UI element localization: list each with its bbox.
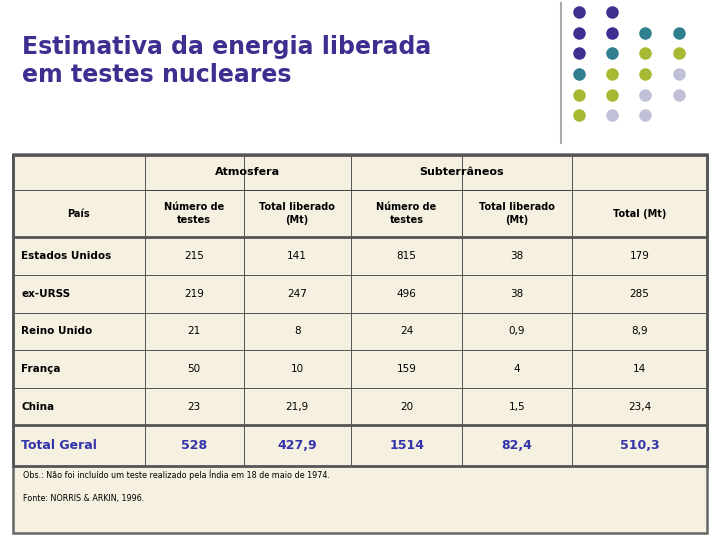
- Text: Número de
testes: Número de testes: [377, 202, 437, 225]
- Text: 82,4: 82,4: [502, 439, 532, 452]
- Text: Atmosfera: Atmosfera: [215, 167, 280, 177]
- Text: 215: 215: [184, 251, 204, 261]
- FancyBboxPatch shape: [13, 154, 707, 532]
- Text: 427,9: 427,9: [277, 439, 317, 452]
- Text: 4: 4: [513, 364, 521, 374]
- Text: 285: 285: [629, 289, 649, 299]
- Text: 14: 14: [633, 364, 646, 374]
- Text: 815: 815: [397, 251, 416, 261]
- Text: 50: 50: [188, 364, 201, 374]
- Text: Total (Mt): Total (Mt): [613, 208, 666, 219]
- Text: 23: 23: [187, 402, 201, 411]
- Text: Número de
testes: Número de testes: [164, 202, 225, 225]
- Text: 159: 159: [397, 364, 416, 374]
- Text: Total liberado
(Mt): Total liberado (Mt): [479, 202, 555, 225]
- Text: Total liberado
(Mt): Total liberado (Mt): [259, 202, 335, 225]
- Text: 510,3: 510,3: [620, 439, 660, 452]
- Text: 496: 496: [397, 289, 416, 299]
- Text: 8,9: 8,9: [631, 326, 648, 336]
- Text: 0,9: 0,9: [509, 326, 526, 336]
- Text: 141: 141: [287, 251, 307, 261]
- Text: 1514: 1514: [389, 439, 424, 452]
- Text: 247: 247: [287, 289, 307, 299]
- Text: 23,4: 23,4: [628, 402, 651, 411]
- Text: Subterrâneos: Subterrâneos: [419, 167, 503, 177]
- Text: 528: 528: [181, 439, 207, 452]
- Text: Total Geral: Total Geral: [22, 439, 97, 452]
- Text: Estados Unidos: Estados Unidos: [22, 251, 112, 261]
- Text: 1,5: 1,5: [509, 402, 526, 411]
- Text: Estimativa da energia liberada
em testes nucleares: Estimativa da energia liberada em testes…: [22, 35, 432, 87]
- Text: 179: 179: [629, 251, 649, 261]
- Text: País: País: [68, 208, 90, 219]
- Text: França: França: [22, 364, 60, 374]
- Text: 38: 38: [510, 289, 523, 299]
- Text: China: China: [22, 402, 55, 411]
- Text: 219: 219: [184, 289, 204, 299]
- Text: Obs.: Não foi incluído um teste realizado pela Índia em 18 de maio de 1974.: Obs.: Não foi incluído um teste realizad…: [24, 470, 330, 481]
- Text: 24: 24: [400, 326, 413, 336]
- Text: 20: 20: [400, 402, 413, 411]
- Text: Fonte: NORRIS & ARKIN, 1996.: Fonte: NORRIS & ARKIN, 1996.: [24, 494, 145, 503]
- Text: Reino Unido: Reino Unido: [22, 326, 93, 336]
- Text: 38: 38: [510, 251, 523, 261]
- Text: ex-URSS: ex-URSS: [22, 289, 71, 299]
- Text: 21: 21: [187, 326, 201, 336]
- Text: 10: 10: [291, 364, 304, 374]
- Text: 8: 8: [294, 326, 300, 336]
- Text: 21,9: 21,9: [286, 402, 309, 411]
